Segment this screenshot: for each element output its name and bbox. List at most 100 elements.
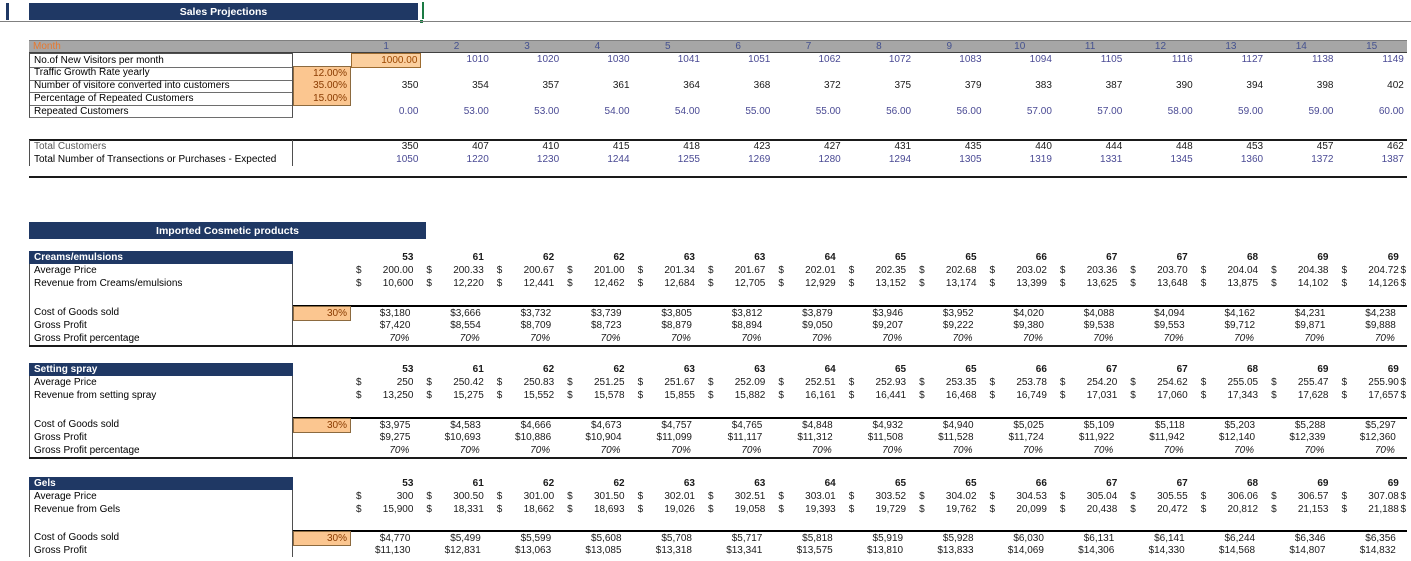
value-repeated-customers-m13[interactable]: 59.00 xyxy=(1238,106,1264,117)
qty-gels-m15[interactable]: 69 xyxy=(1387,478,1399,489)
month-label[interactable]: Month xyxy=(33,41,61,52)
product-band-setting-spray[interactable]: Setting spray xyxy=(29,363,293,376)
revenue-gels-m6[interactable]: $19,058 xyxy=(703,503,773,516)
value-no-of-new-visitors-per-month-m12[interactable]: 1116 xyxy=(1171,54,1193,65)
cogs-setting-spray-m14[interactable]: $5,288 xyxy=(1294,420,1326,431)
qty-creams-emulsions-m12[interactable]: 67 xyxy=(1176,252,1188,263)
cogs-creams-emulsions-m15[interactable]: $4,238 xyxy=(1365,308,1396,319)
gross-profit-creams-emulsions-m9[interactable]: $9,222 xyxy=(942,320,974,331)
cogs-creams-emulsions-m9[interactable]: $3,952 xyxy=(942,308,974,319)
revenue-gels-m12[interactable]: $20,472 xyxy=(1125,503,1195,516)
label-total-customers[interactable]: Total Customers xyxy=(29,140,293,153)
gp-pct-creams-emulsions-m4[interactable]: 70% xyxy=(600,333,621,344)
revenue-creams-emulsions-m6[interactable]: $12,705 xyxy=(703,277,773,290)
revenue-setting-spray-m15[interactable]: $17,657 xyxy=(1336,389,1406,402)
revenue-gels-m3[interactable]: $18,662 xyxy=(492,503,562,516)
qty-creams-emulsions-m15[interactable]: 69 xyxy=(1387,252,1399,263)
month-13-header[interactable]: 13 xyxy=(1225,41,1237,52)
avg-price-setting-spray-m10[interactable]: $253.78 xyxy=(985,376,1055,389)
gross-profit-creams-emulsions-m13[interactable]: $9,712 xyxy=(1224,320,1256,331)
value-repeated-customers-m9[interactable]: 56.00 xyxy=(956,106,982,117)
avg-price-setting-spray-m14[interactable]: $255.47 xyxy=(1266,376,1336,389)
qty-gels-m6[interactable]: 63 xyxy=(754,478,766,489)
avg-price-setting-spray-m1[interactable]: $250 xyxy=(351,376,421,389)
gross-profit-gels-m9[interactable]: $13,833 xyxy=(937,545,974,556)
revenue-setting-spray-m4[interactable]: $15,578 xyxy=(562,389,632,402)
qty-gels-m9[interactable]: 65 xyxy=(965,478,977,489)
value-no-of-new-visitors-per-month-m7[interactable]: 1062 xyxy=(818,54,841,65)
value-total-customers-m4[interactable]: 415 xyxy=(612,141,630,152)
gross-profit-creams-emulsions-m8[interactable]: $9,207 xyxy=(872,320,904,331)
value-repeated-customers-m7[interactable]: 55.00 xyxy=(815,106,841,117)
value-total-customers-m14[interactable]: 457 xyxy=(1316,141,1334,152)
gross-profit-setting-spray-m8[interactable]: $11,508 xyxy=(867,432,904,443)
avg-price-creams-emulsions-m1[interactable]: $200.00 xyxy=(351,264,421,277)
cogs-creams-emulsions-m1[interactable]: $3,180 xyxy=(379,308,411,319)
gross-profit-creams-emulsions-m1[interactable]: $7,420 xyxy=(379,320,411,331)
gross-profit-creams-emulsions-m15[interactable]: $9,888 xyxy=(1365,320,1396,331)
value-total-number-of-transections-or-purchase-m15[interactable]: 1387 xyxy=(1381,154,1404,165)
revenue-creams-emulsions-m5[interactable]: $12,684 xyxy=(633,277,703,290)
avg-price-creams-emulsions-m2[interactable]: $200.33 xyxy=(421,264,491,277)
qty-gels-m8[interactable]: 65 xyxy=(895,478,907,489)
cogs-gels-m14[interactable]: $6,346 xyxy=(1294,533,1326,544)
revenue-setting-spray-m2[interactable]: $15,275 xyxy=(421,389,491,402)
gp-pct-creams-emulsions-m12[interactable]: 70% xyxy=(1163,333,1184,344)
gross-profit-gels-m5[interactable]: $13,318 xyxy=(655,545,692,556)
value-total-customers-m3[interactable]: 410 xyxy=(542,141,560,152)
revenue-setting-spray-m8[interactable]: $16,441 xyxy=(844,389,914,402)
avg-price-setting-spray-m11[interactable]: $254.20 xyxy=(1055,376,1125,389)
label-no-of-new-visitors-per-month[interactable]: No.of New Visitors per month xyxy=(29,53,293,68)
avg-price-setting-spray-m12[interactable]: $254.62 xyxy=(1125,376,1195,389)
label-gp-pct-creams-emulsions[interactable]: Gross Profit percentage xyxy=(29,332,293,345)
revenue-gels-m14[interactable]: $21,153 xyxy=(1266,503,1336,516)
gross-profit-creams-emulsions-m2[interactable]: $8,554 xyxy=(450,320,481,331)
value-number-of-visitore-converted-into-custom-m6[interactable]: 368 xyxy=(753,80,771,91)
value-repeated-customers-m12[interactable]: 58.00 xyxy=(1167,106,1193,117)
gp-pct-setting-spray-m2[interactable]: 70% xyxy=(459,445,480,456)
gp-pct-setting-spray-m4[interactable]: 70% xyxy=(600,445,621,456)
gross-profit-setting-spray-m14[interactable]: $12,339 xyxy=(1289,432,1326,443)
qty-creams-emulsions-m9[interactable]: 65 xyxy=(965,252,977,263)
gp-pct-creams-emulsions-m8[interactable]: 70% xyxy=(882,333,903,344)
avg-price-creams-emulsions-m10[interactable]: $203.02 xyxy=(985,264,1055,277)
avg-price-creams-emulsions-m12[interactable]: $203.70 xyxy=(1125,264,1195,277)
value-number-of-visitore-converted-into-custom-m10[interactable]: 383 xyxy=(1035,80,1052,91)
revenue-setting-spray-m11[interactable]: $17,031 xyxy=(1055,389,1125,402)
input-cogs-rate-setting-spray[interactable]: 30% xyxy=(293,418,351,433)
qty-setting-spray-m15[interactable]: 69 xyxy=(1387,364,1399,375)
gross-profit-setting-spray-m12[interactable]: $11,942 xyxy=(1149,432,1185,443)
avg-price-setting-spray-m3[interactable]: $250.83 xyxy=(492,376,562,389)
label-avg-price-gels[interactable]: Average Price xyxy=(29,490,293,503)
cogs-setting-spray-m4[interactable]: $4,673 xyxy=(590,420,622,431)
qty-creams-emulsions-m14[interactable]: 69 xyxy=(1317,252,1329,263)
gross-profit-setting-spray-m11[interactable]: $11,922 xyxy=(1078,432,1115,443)
value-no-of-new-visitors-per-month-m5[interactable]: 1041 xyxy=(677,54,700,65)
gross-profit-gels-m7[interactable]: $13,575 xyxy=(796,545,833,556)
qty-creams-emulsions-m8[interactable]: 65 xyxy=(895,252,907,263)
qty-setting-spray-m6[interactable]: 63 xyxy=(754,364,766,375)
gross-profit-gels-m10[interactable]: $14,069 xyxy=(1007,545,1044,556)
gross-profit-setting-spray-m15[interactable]: $12,360 xyxy=(1359,432,1396,443)
label-percentage-of-repeated-customers[interactable]: Percentage of Repeated Customers xyxy=(29,92,293,106)
value-total-number-of-transections-or-purchase-m4[interactable]: 1244 xyxy=(607,154,630,165)
cogs-gels-m1[interactable]: $4,770 xyxy=(379,533,411,544)
qty-creams-emulsions-m11[interactable]: 67 xyxy=(1106,252,1118,263)
qty-gels-m13[interactable]: 68 xyxy=(1246,478,1259,489)
qty-setting-spray-m9[interactable]: 65 xyxy=(965,364,977,375)
avg-price-creams-emulsions-m5[interactable]: $201.34 xyxy=(633,264,703,277)
value-repeated-customers-m2[interactable]: 53.00 xyxy=(463,106,489,117)
value-repeated-customers-m15[interactable]: 60.00 xyxy=(1378,106,1404,117)
value-total-customers-m5[interactable]: 418 xyxy=(683,141,700,152)
month-4-header[interactable]: 4 xyxy=(594,41,601,52)
cogs-creams-emulsions-m3[interactable]: $3,732 xyxy=(520,308,552,319)
cogs-setting-spray-m1[interactable]: $3,975 xyxy=(379,420,411,431)
gross-profit-creams-emulsions-m14[interactable]: $9,871 xyxy=(1294,320,1326,331)
avg-price-creams-emulsions-m13[interactable]: $204.04 xyxy=(1196,264,1266,277)
value-no-of-new-visitors-per-month-m13[interactable]: 1127 xyxy=(1241,54,1264,65)
value-number-of-visitore-converted-into-custom-m1[interactable]: 350 xyxy=(401,80,419,91)
value-total-number-of-transections-or-purchase-m12[interactable]: 1345 xyxy=(1170,154,1193,165)
qty-gels-m11[interactable]: 67 xyxy=(1106,478,1118,489)
cogs-gels-m7[interactable]: $5,818 xyxy=(802,533,833,544)
avg-price-gels-m1[interactable]: $300 xyxy=(351,490,421,503)
